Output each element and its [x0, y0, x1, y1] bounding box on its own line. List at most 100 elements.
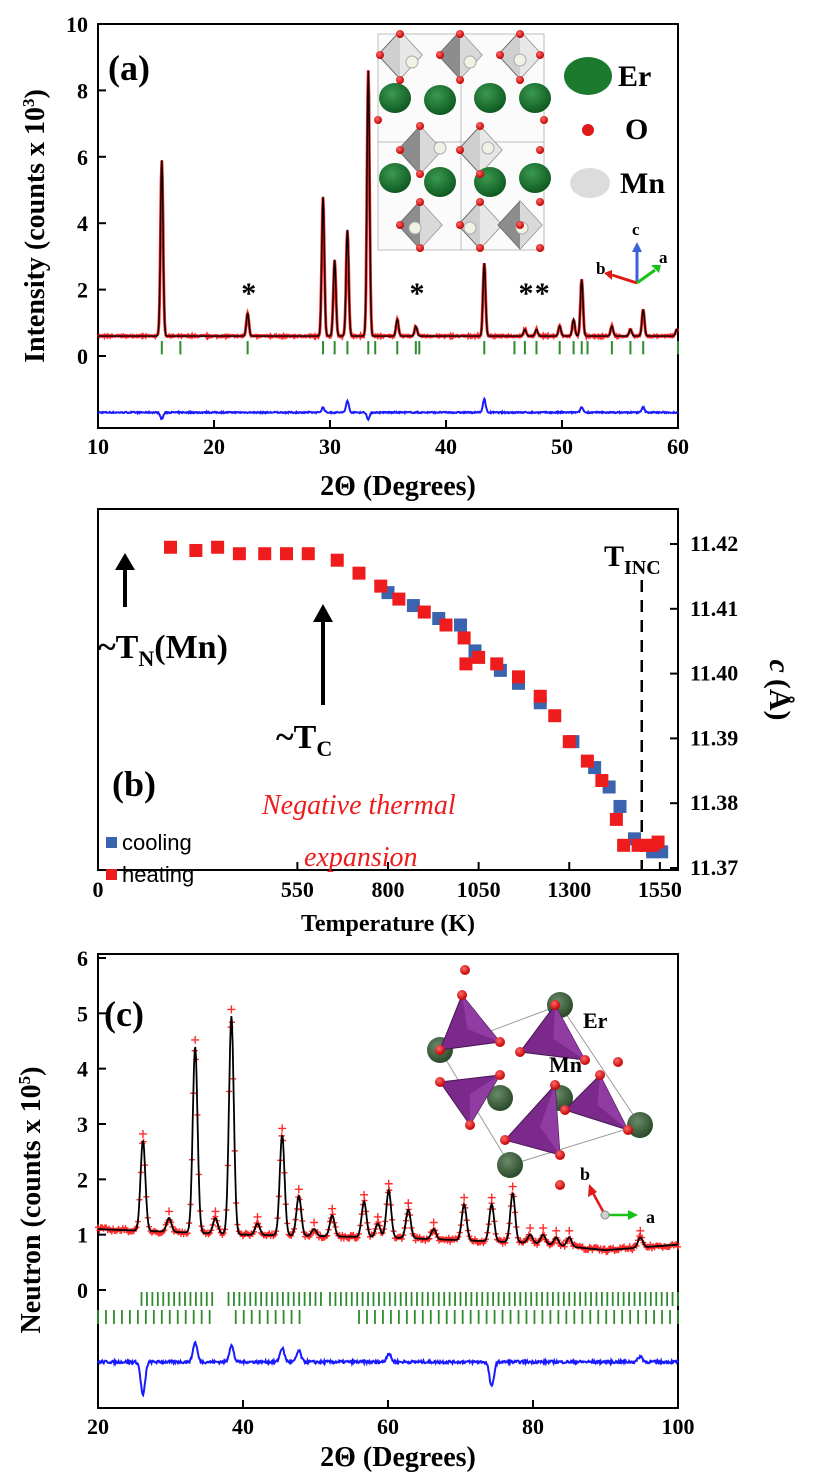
- difference-curve-a: [97, 396, 679, 422]
- cooling-legend-label: cooling: [122, 830, 192, 855]
- mn-atom: [463, 55, 477, 69]
- er-atom: [519, 83, 551, 113]
- x-axis-label-b: Temperature (K): [301, 911, 475, 937]
- o-atom: [396, 221, 404, 229]
- difference-curve-c: [97, 1340, 679, 1398]
- nte-line-1: Negative thermal: [261, 790, 456, 821]
- tc-label: ~TC: [276, 719, 332, 761]
- observed-peak-top-c: [526, 1224, 535, 1233]
- mn-triangle-face: [540, 1085, 560, 1155]
- mn-atom: [463, 221, 477, 235]
- x-tick-label-a: 20: [203, 434, 225, 459]
- y-tick-label-c: 1: [77, 1223, 88, 1248]
- impurity-star: *: [535, 277, 550, 310]
- heating-legend-label: heating: [122, 862, 194, 887]
- o-atom: [536, 146, 544, 154]
- observed-points-c: [95, 1005, 681, 1256]
- o-atom-c: [460, 965, 470, 975]
- observed-peak-top-c: [384, 1179, 393, 1188]
- crystal-axes-a: c b a: [596, 220, 668, 285]
- tn-arrowhead: [115, 553, 135, 570]
- heating-point: [258, 547, 272, 561]
- o-atom-c: [457, 990, 467, 1000]
- mn-triangle-face: [597, 1075, 628, 1130]
- bipyramid-face: [520, 201, 542, 249]
- x-tick-label-b: 1300: [547, 877, 591, 902]
- observed-peak-top-c: [278, 1124, 287, 1133]
- mn-legend-label: Mn: [620, 167, 665, 200]
- impurity-star: *: [519, 277, 534, 310]
- axis-ticks-c: 20 40 60 80 100 0 1 2 3 4 5 6: [77, 946, 695, 1439]
- heating-point: [211, 540, 225, 554]
- o-atom: [540, 116, 548, 124]
- o-atom: [476, 122, 484, 130]
- y-axis-label-b-text: c (Å): [763, 660, 796, 721]
- heating-point: [439, 618, 453, 632]
- o-atom: [456, 30, 464, 38]
- heating-point: [580, 754, 594, 768]
- er-atom: [474, 83, 506, 113]
- observed-peak-top-c: [565, 1226, 574, 1235]
- y-tick-label-c: 4: [77, 1057, 88, 1082]
- x-tick-label-c: 40: [232, 1414, 254, 1439]
- o-atom: [476, 170, 484, 178]
- y-tick-label-b: 11.42: [690, 531, 738, 556]
- crystal-structure-inset-c: Er Mn b a: [427, 965, 655, 1227]
- heating-point: [512, 670, 525, 684]
- atom-layer: [374, 30, 551, 252]
- heating-point: [533, 689, 547, 703]
- o-atom: [374, 116, 382, 124]
- c-axis-label: c: [632, 220, 640, 239]
- y-axis-label-c-text: Neutron (counts x 10: [16, 1084, 47, 1333]
- y-axis-label-b-c: c: [763, 660, 796, 673]
- bragg-markers-c: [97, 1292, 679, 1324]
- tc-prefix: ~T: [276, 719, 317, 756]
- observed-peak-top-c: [508, 1182, 517, 1191]
- o-atom-c: [515, 1047, 525, 1057]
- x-tick-label-a: 10: [87, 434, 109, 459]
- heating-point: [374, 579, 388, 593]
- o-atom-c: [595, 1070, 605, 1080]
- y-axis-label-c: Neutron (counts x 105): [15, 1067, 47, 1334]
- o-atom-c: [435, 1077, 445, 1087]
- tinc-label: TINC: [604, 540, 661, 579]
- er-atom: [379, 163, 411, 193]
- x-tick-label-c: 100: [662, 1414, 695, 1439]
- o-atom: [476, 198, 484, 206]
- impurity-markers-a: * * * *: [241, 277, 549, 310]
- b-axis-arrowhead-c: [588, 1184, 597, 1197]
- o-atom: [456, 221, 464, 229]
- a-axis-arrow: [636, 268, 656, 285]
- heating-point: [651, 835, 665, 849]
- o-atom-c: [580, 1055, 590, 1065]
- x-tick-label-c: 20: [87, 1414, 109, 1439]
- observed-peak-top-c: [539, 1224, 548, 1233]
- er-atom: [424, 167, 456, 197]
- a-axis-label: a: [659, 248, 668, 267]
- o-atom: [456, 146, 464, 154]
- o-atom: [436, 51, 444, 59]
- y-tick-label-c: 6: [77, 946, 88, 971]
- heating-point: [232, 547, 246, 561]
- y-tick-label-c: 0: [77, 1278, 88, 1303]
- y-axis-label-a-text: Intensity (counts x 10: [20, 107, 51, 363]
- b-axis-arrow: [611, 273, 638, 285]
- panel-b: 0 550 800 1050 1300 1550 11.37 11.38 11.39 11.40 1…: [93, 508, 796, 937]
- bipyramid-face: [460, 31, 482, 79]
- x-axis-label-a: 2Θ (Degrees): [320, 471, 476, 502]
- er-atom: [424, 85, 456, 115]
- o-atom: [516, 76, 524, 84]
- observed-peak-top-c: [294, 1185, 303, 1194]
- mn-triangles: [427, 965, 653, 1190]
- o-atom-c: [555, 1150, 565, 1160]
- tc-annotation: ~TC: [276, 604, 333, 761]
- bipyramid-face: [420, 126, 442, 174]
- mn-triangle-face: [553, 1005, 585, 1060]
- o-atom: [536, 198, 544, 206]
- cooling-point: [406, 599, 420, 613]
- o-atom: [516, 221, 524, 229]
- heating-point: [595, 774, 609, 788]
- y-axis-label-c-sup: 5: [15, 1076, 34, 1085]
- heating-point: [457, 631, 471, 645]
- a-axis-arrowhead-c: [628, 1210, 638, 1220]
